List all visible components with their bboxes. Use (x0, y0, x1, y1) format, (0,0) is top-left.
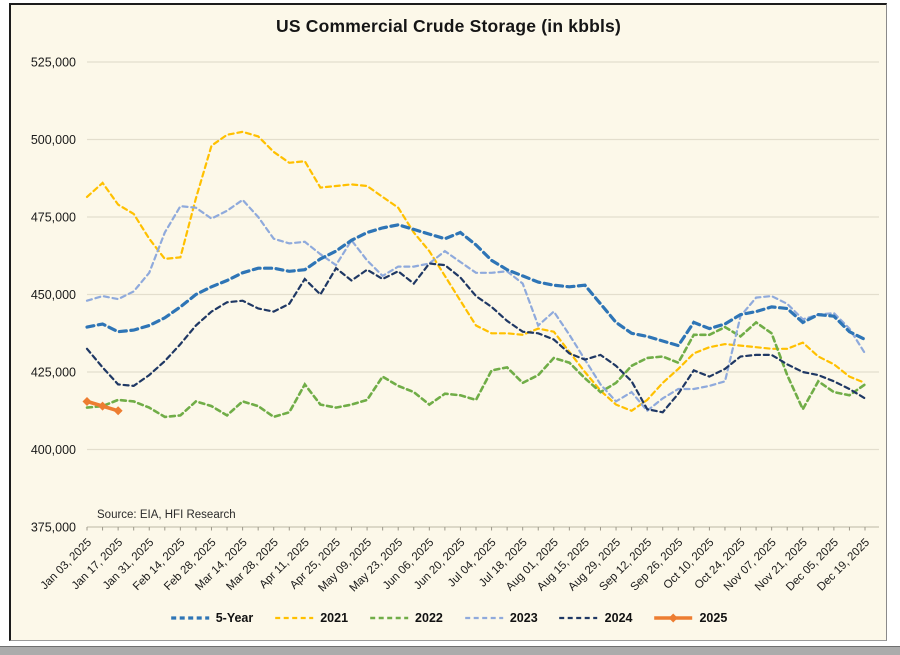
legend-swatch-2022-icon (370, 616, 409, 620)
legend-swatch-5-year-icon (170, 616, 209, 620)
series-line-2023 (85, 198, 867, 413)
legend-label: 2024 (604, 611, 633, 625)
y-axis-label: 425,000 (31, 366, 76, 380)
legend-swatch-2024-icon (559, 616, 598, 620)
legend-item-2025: 2025 (653, 611, 727, 625)
legend-item-5-year: 5-Year (170, 611, 254, 625)
legend: 5-Year 2021 2022 2023 2024 2025 (170, 611, 727, 625)
series-line-2024 (85, 262, 867, 414)
source-note: Source: EIA, HFI Research (97, 509, 236, 521)
legend-label: 2022 (415, 611, 443, 625)
y-axis-label: 475,000 (31, 211, 76, 225)
legend-item-2021: 2021 (274, 611, 348, 625)
y-axis-label: 450,000 (31, 288, 76, 302)
legend-label: 5-Year (215, 611, 254, 625)
series-line-2021 (85, 130, 867, 413)
legend-swatch-2023-icon (464, 616, 503, 620)
chart-frame: US Commercial Crude Storage (in kbbls) 3… (9, 3, 887, 641)
series-line-5-year (85, 223, 867, 348)
legend-label: 2025 (699, 611, 728, 625)
y-axis-label: 525,000 (31, 56, 76, 70)
diamond-marker-icon (113, 406, 123, 416)
legend-label: 2021 (320, 611, 349, 625)
legend-item-2024: 2024 (559, 611, 633, 625)
legend-swatch-2025-icon (654, 613, 693, 623)
legend-label: 2023 (509, 611, 538, 625)
diamond-marker-icon (98, 401, 108, 411)
plot-area: 375,000 400,000 425,000 450,000 475,000 500,0… (31, 56, 879, 594)
diamond-marker-icon (82, 396, 92, 406)
chart-title: US Commercial Crude Storage (in kbbls) (275, 16, 622, 36)
y-axis-label: 500,000 (31, 133, 76, 147)
diamond-marker-icon (668, 613, 678, 623)
y-axis-label: 375,000 (31, 521, 76, 535)
legend-swatch-2021-icon (275, 616, 314, 620)
window-bottom-edge (0, 646, 900, 655)
y-axis-label: 400,000 (31, 443, 76, 457)
legend-item-2022: 2022 (369, 611, 443, 625)
series-line-2022 (85, 320, 867, 419)
legend-item-2023: 2023 (464, 611, 538, 625)
